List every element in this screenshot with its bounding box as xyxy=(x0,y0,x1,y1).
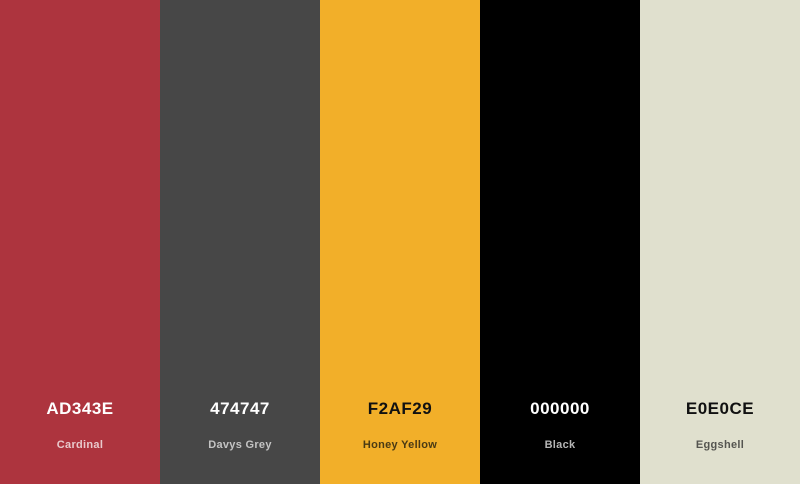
color-name: Cardinal xyxy=(56,439,104,451)
color-swatch-black[interactable]: 000000 Black xyxy=(480,0,640,484)
hex-code[interactable]: AD343E xyxy=(46,399,114,418)
color-name: Black xyxy=(544,439,576,451)
hex-code[interactable]: F2AF29 xyxy=(367,399,433,418)
color-name: Davys Grey xyxy=(208,439,272,451)
color-swatch-eggshell[interactable]: E0E0CE Eggshell xyxy=(640,0,800,484)
hex-code[interactable]: 474747 xyxy=(210,399,270,418)
color-swatch-davys-grey[interactable]: 474747 Davys Grey xyxy=(160,0,320,484)
color-name: Honey Yellow xyxy=(362,439,438,451)
hex-code[interactable]: E0E0CE xyxy=(685,399,755,418)
color-swatch-honey-yellow[interactable]: F2AF29 Honey Yellow xyxy=(320,0,480,484)
color-swatch-cardinal[interactable]: AD343E Cardinal xyxy=(0,0,160,484)
color-name: Eggshell xyxy=(695,439,745,451)
hex-code[interactable]: 000000 xyxy=(530,399,590,418)
